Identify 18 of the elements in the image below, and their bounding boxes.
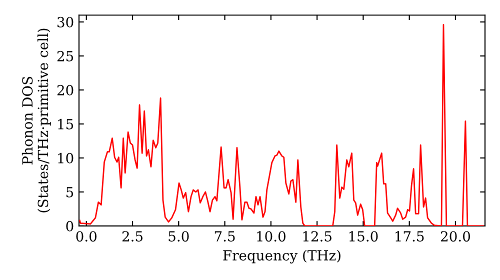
y-tick-label: 25 bbox=[57, 50, 74, 62]
y-tick-label: 0 bbox=[66, 220, 74, 232]
y-tick-label: 30 bbox=[58, 16, 74, 28]
y-tick-label: 15 bbox=[58, 118, 74, 130]
x-tick-label: 20.0 bbox=[440, 231, 470, 242]
x-tick-label: 12.5 bbox=[303, 231, 332, 242]
x-tick-label: 7.5 bbox=[214, 231, 235, 242]
x-axis-title: Frequency (THz) bbox=[223, 250, 340, 264]
x-tick-label: 10.0 bbox=[257, 231, 286, 242]
y-tick-label: 10 bbox=[58, 152, 74, 164]
x-tick-label: 17.5 bbox=[396, 231, 424, 242]
y-tick-label: 20 bbox=[57, 84, 74, 96]
x-tick-label: 15.0 bbox=[349, 231, 378, 242]
x-tick-label: 2.5 bbox=[122, 231, 142, 242]
y-axis-title: Phonon DOS (States/THz·primitive cell) bbox=[22, 28, 51, 212]
x-tick-label: 0.0 bbox=[76, 231, 97, 242]
y-tick-label: 5 bbox=[66, 187, 74, 198]
x-tick-label: 5.0 bbox=[168, 231, 189, 242]
